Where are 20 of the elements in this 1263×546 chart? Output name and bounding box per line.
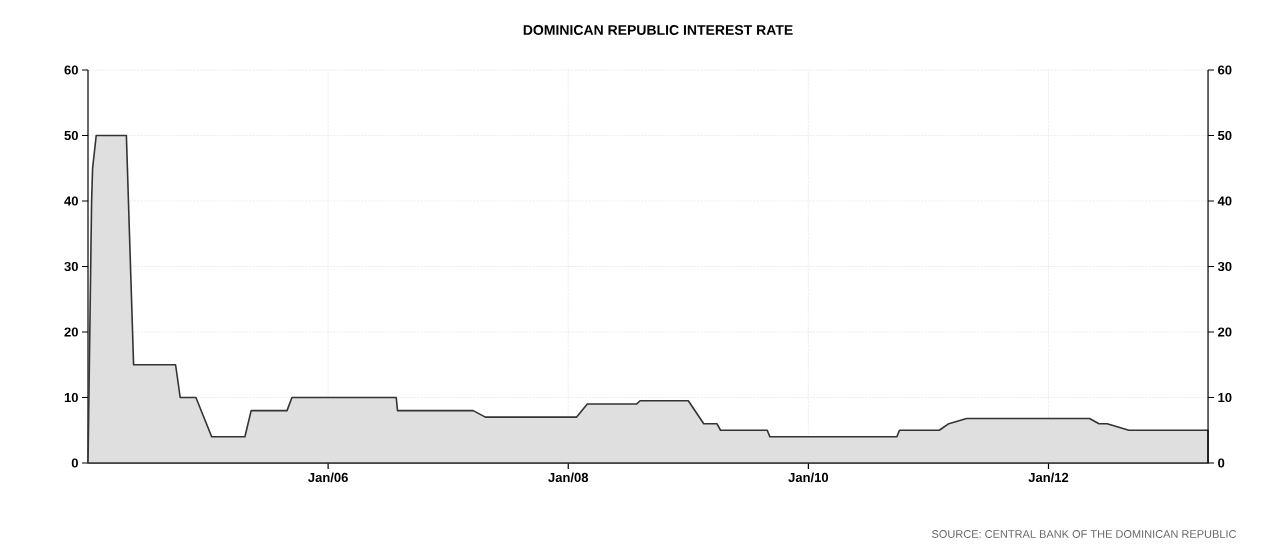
x-tick-label: Jan/08 [548,472,589,483]
y-tick-label: 0 [71,458,78,468]
y2-tick-label: 0 [1218,458,1225,468]
y2-tick-label: 10 [1218,392,1232,403]
y2-tick-label: 30 [1217,261,1232,272]
y2-tick-label: 20 [1218,327,1232,337]
y2-tick-label: 40 [1217,196,1232,206]
y-tick-label: 20 [64,327,78,337]
chart-title: DOMINICAN REPUBLIC INTEREST RATE [523,25,793,35]
x-tick-label: Jan/12 [1028,472,1069,483]
y-tick-label: 30 [64,261,78,272]
y-tick-label: 60 [64,65,78,75]
x-tick-label: Jan/10 [788,472,829,483]
y2-tick-label: 60 [1218,65,1232,75]
x-tick-label: Jan/06 [308,472,348,483]
y-tick-label: 10 [64,392,78,403]
source-note: SOURCE: CENTRAL BANK OF THE DOMINICAN REPUBLIC [931,530,1237,538]
y-tick-label: 50 [64,130,78,141]
y-tick-label: 40 [64,196,78,206]
y2-tick-label: 50 [1217,130,1232,141]
